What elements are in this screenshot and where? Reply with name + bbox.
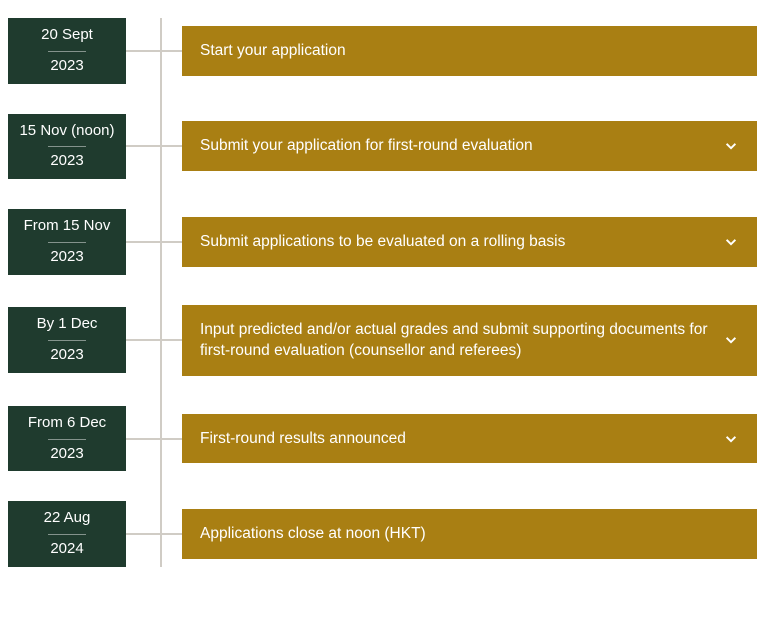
content-box[interactable]: First-round results announced — [182, 414, 757, 464]
date-top: 20 Sept — [41, 26, 93, 45]
content-box[interactable]: Submit applications to be evaluated on a… — [182, 217, 757, 267]
date-top: From 6 Dec — [28, 414, 106, 433]
content-text: Submit your application for first-round … — [200, 135, 723, 157]
date-divider — [48, 146, 86, 147]
date-year: 2023 — [50, 445, 83, 464]
date-top: 22 Aug — [44, 509, 91, 528]
content-box: Start your application — [182, 26, 757, 76]
content-text: Submit applications to be evaluated on a… — [200, 231, 723, 253]
date-box: 15 Nov (noon) 2023 — [8, 114, 126, 180]
date-divider — [48, 242, 86, 243]
connector-line — [126, 145, 182, 147]
content-text: Applications close at noon (HKT) — [200, 523, 739, 545]
date-box: By 1 Dec 2023 — [8, 307, 126, 373]
date-top: By 1 Dec — [37, 315, 98, 334]
date-year: 2024 — [50, 540, 83, 559]
date-top: 15 Nov (noon) — [19, 122, 114, 141]
content-box: Applications close at noon (HKT) — [182, 509, 757, 559]
connector-line — [126, 241, 182, 243]
date-divider — [48, 534, 86, 535]
timeline-row: 15 Nov (noon) 2023 Submit your applicati… — [8, 114, 757, 180]
date-divider — [48, 51, 86, 52]
date-box: From 6 Dec 2023 — [8, 406, 126, 472]
chevron-down-icon — [723, 234, 739, 250]
chevron-down-icon — [723, 138, 739, 154]
connector-line — [126, 339, 182, 341]
date-divider — [48, 340, 86, 341]
timeline: 20 Sept 2023 Start your application 15 N… — [8, 18, 757, 567]
timeline-row: From 6 Dec 2023 First-round results anno… — [8, 406, 757, 472]
content-box[interactable]: Submit your application for first-round … — [182, 121, 757, 171]
connector-line — [126, 438, 182, 440]
chevron-down-icon — [723, 332, 739, 348]
date-year: 2023 — [50, 248, 83, 267]
date-box: 22 Aug 2024 — [8, 501, 126, 567]
date-top: From 15 Nov — [24, 217, 111, 236]
date-year: 2023 — [50, 152, 83, 171]
date-year: 2023 — [50, 57, 83, 76]
content-box[interactable]: Input predicted and/or actual grades and… — [182, 305, 757, 376]
timeline-row: From 15 Nov 2023 Submit applications to … — [8, 209, 757, 275]
timeline-row: By 1 Dec 2023 Input predicted and/or act… — [8, 305, 757, 376]
timeline-row: 20 Sept 2023 Start your application — [8, 18, 757, 84]
date-year: 2023 — [50, 346, 83, 365]
content-text: Start your application — [200, 40, 739, 62]
date-divider — [48, 439, 86, 440]
content-text: First-round results announced — [200, 428, 723, 450]
timeline-row: 22 Aug 2024 Applications close at noon (… — [8, 501, 757, 567]
content-text: Input predicted and/or actual grades and… — [200, 319, 723, 362]
timeline-vertical-line — [160, 18, 162, 567]
chevron-down-icon — [723, 431, 739, 447]
date-box: From 15 Nov 2023 — [8, 209, 126, 275]
date-box: 20 Sept 2023 — [8, 18, 126, 84]
connector-line — [126, 533, 182, 535]
connector-line — [126, 50, 182, 52]
